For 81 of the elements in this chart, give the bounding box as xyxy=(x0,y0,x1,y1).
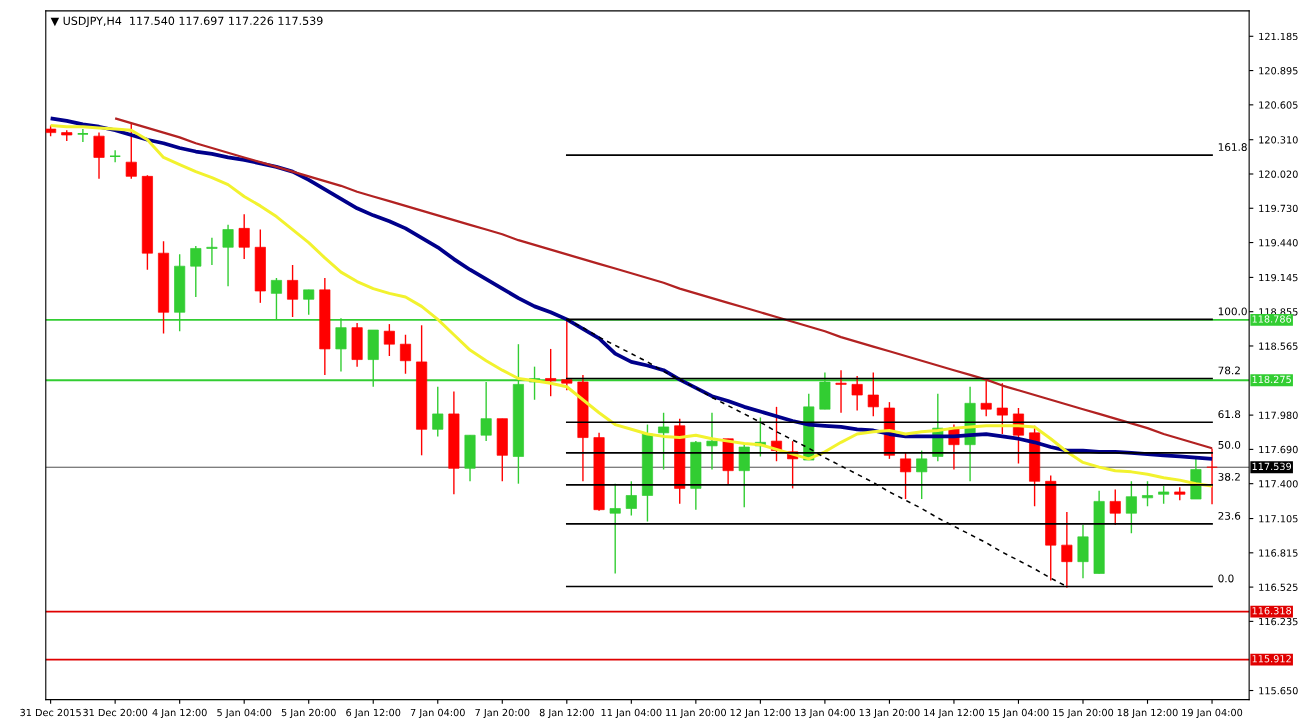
y-tick-label: 118.565 xyxy=(1259,342,1298,350)
x-tick-label: 31 Dec 2015 xyxy=(20,708,81,717)
candlestick xyxy=(658,412,670,471)
candlestick xyxy=(125,122,137,180)
candlestick xyxy=(303,289,315,316)
x-tick-label: 31 Dec 20:00 xyxy=(83,708,148,717)
candlestick xyxy=(222,224,234,287)
legend-label: 38.2 xyxy=(1218,472,1240,481)
legend-label: 23.6 xyxy=(1218,511,1241,520)
x-tick-label: 11 Jan 20:00 xyxy=(666,708,726,718)
y-tick-label: 119.145 xyxy=(1259,273,1298,282)
candlestick xyxy=(190,245,202,298)
series-label: 78.2 xyxy=(1218,366,1240,375)
candlestick xyxy=(1142,480,1154,507)
candlestick xyxy=(867,371,879,417)
legend-label: 50.0 xyxy=(1218,440,1241,449)
candlestick xyxy=(706,412,718,471)
y-tick-label: 116.235 xyxy=(1259,617,1298,626)
y-tick-label: 120.020 xyxy=(1259,170,1298,178)
candlestick xyxy=(76,128,89,143)
candlestick xyxy=(383,323,395,357)
x-tick-label: 8 Jan 12:00 xyxy=(539,708,594,718)
candlestick xyxy=(996,382,1008,435)
ref-line-label: 118.786 xyxy=(1252,315,1292,323)
candlestick xyxy=(738,442,750,509)
x-tick-label: 6 Jan 12:00 xyxy=(346,708,401,718)
x-tick-label: 14 Jan 12:00 xyxy=(924,708,985,718)
ref-line-label: 116.318 xyxy=(1252,607,1292,615)
candlestick xyxy=(399,334,412,375)
candlestick xyxy=(93,131,105,180)
series-label: 0.0 xyxy=(1218,574,1234,583)
candlestick xyxy=(980,380,992,417)
x-tick-label: 19 Jan 04:00 xyxy=(1182,708,1243,718)
y-tick-label: 119.440 xyxy=(1259,239,1298,247)
candlestick xyxy=(1206,447,1218,505)
candlestick xyxy=(1109,488,1121,526)
candlestick xyxy=(109,149,122,163)
x-tick-label: 15 Jan 04:00 xyxy=(988,708,1049,718)
y-tick-label: 121.185 xyxy=(1259,32,1298,41)
candlestick xyxy=(432,386,444,438)
candlestick xyxy=(1061,511,1073,589)
x-tick-label: 15 Jan 20:00 xyxy=(1053,708,1114,718)
candlestick xyxy=(561,318,573,391)
x-tick-label: 13 Jan 20:00 xyxy=(859,708,920,718)
y-tick-label: 116.525 xyxy=(1259,583,1298,591)
candlestick xyxy=(835,369,847,414)
x-tick-label: 5 Jan 04:00 xyxy=(217,708,272,718)
candlestick xyxy=(545,348,557,397)
x-tick-label: 7 Jan 04:00 xyxy=(410,708,465,718)
ref-line-label: 118.275 xyxy=(1252,375,1291,384)
x-tick-label: 12 Jan 12:00 xyxy=(730,708,791,718)
y-tick-label: 117.980 xyxy=(1259,411,1298,419)
candlestick xyxy=(238,213,250,260)
x-tick-label: 5 Jan 20:00 xyxy=(281,708,336,718)
legend-label: 100.0 xyxy=(1218,307,1247,316)
ref-line-label: 117.539 xyxy=(1252,462,1292,471)
x-tick-label: 18 Jan 12:00 xyxy=(1117,708,1178,718)
y-tick-label: 120.605 xyxy=(1259,101,1298,109)
candlestick xyxy=(1125,480,1137,535)
candlestick xyxy=(287,264,299,318)
x-tick-label: 13 Jan 04:00 xyxy=(795,708,856,718)
candlestick xyxy=(916,449,928,500)
series-label: 161.8 xyxy=(1218,143,1247,151)
y-tick-label: 120.895 xyxy=(1259,67,1298,75)
candlestick xyxy=(851,375,863,412)
y-tick-label: 119.730 xyxy=(1259,204,1298,213)
y-tick-label: 117.105 xyxy=(1259,515,1298,523)
x-tick-label: 11 Jan 04:00 xyxy=(601,708,662,718)
candlestick xyxy=(625,480,637,517)
y-tick-label: 117.400 xyxy=(1259,480,1298,488)
x-tick-label: 7 Jan 20:00 xyxy=(475,708,530,718)
ref-line-label: 115.912 xyxy=(1252,655,1291,663)
y-tick-label: 120.310 xyxy=(1259,136,1298,144)
candlestick xyxy=(900,452,912,500)
legend-label: 61.8 xyxy=(1218,410,1241,419)
y-tick-label: 116.815 xyxy=(1259,549,1298,557)
x-tick-label: 4 Jan 12:00 xyxy=(152,708,207,718)
y-tick-label: 115.650 xyxy=(1259,687,1298,695)
chart-title: ▼ USDJPY,H4 117.540 117.697 117.226 117.539 xyxy=(50,16,323,28)
y-tick-label: 117.690 xyxy=(1259,445,1298,454)
candlestick xyxy=(206,237,218,266)
